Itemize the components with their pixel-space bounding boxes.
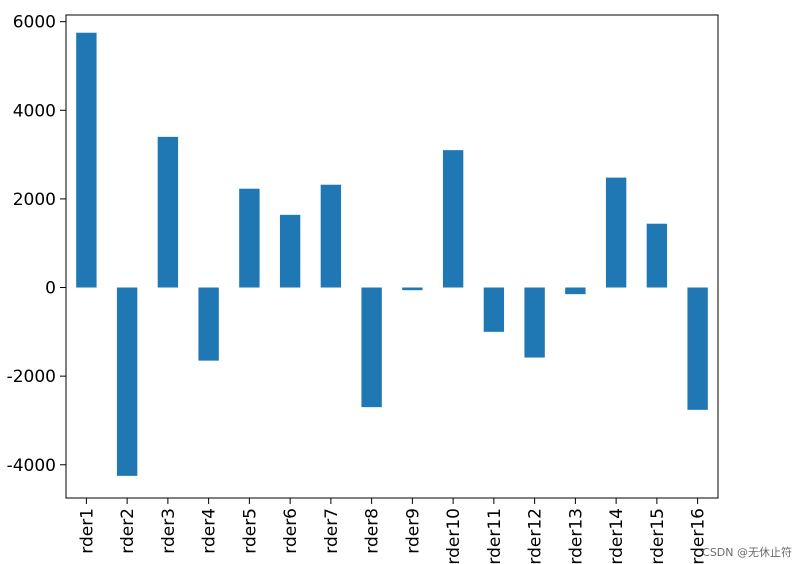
y-tick-label: 6000: [13, 13, 56, 33]
bar-rder3: [157, 136, 179, 288]
bar-rder11: [483, 287, 505, 332]
x-tick-label: rder1: [77, 508, 97, 554]
bar-rder9: [402, 287, 423, 291]
x-tick-label: rder4: [200, 508, 220, 554]
bar-rder14: [605, 177, 627, 288]
bar-rder4: [198, 287, 219, 361]
x-tick-label: rder7: [322, 508, 342, 554]
watermark-text: CSDN @无休止符: [702, 546, 792, 559]
bar-rder10: [442, 150, 464, 288]
x-axis-ticks: rder1 rder2 rder3 rder4 rder5 rder6 rder7 rder8…: [77, 498, 709, 564]
x-tick-label: rder3: [159, 508, 179, 554]
plot-frame: [65, 14, 719, 499]
bar-rder2: [116, 287, 138, 476]
y-axis-ticks: 6000 4000 2000 0 -2000 -4000: [7, 13, 66, 476]
y-tick-label: -4000: [7, 456, 56, 476]
y-tick-label: 2000: [13, 190, 56, 210]
x-tick-label: rder15: [648, 508, 668, 564]
bar-rder16: [687, 287, 708, 410]
bar-rder1: [76, 32, 97, 288]
x-tick-label: rder14: [607, 508, 627, 564]
bar-rder5: [239, 188, 260, 288]
bar-rder8: [361, 287, 382, 408]
watermark: CSDN @无休止符: [702, 544, 792, 560]
x-tick-label: rder9: [403, 508, 423, 554]
y-tick-label: 4000: [13, 101, 56, 121]
bar-rder15: [646, 223, 668, 288]
x-tick-label: rder12: [526, 508, 546, 564]
bar-rder12: [524, 287, 545, 358]
x-tick-label: rder13: [566, 508, 586, 564]
y-tick-label: 0: [45, 279, 56, 299]
x-tick-label: rder5: [240, 508, 260, 554]
x-tick-label: rder16: [689, 508, 709, 564]
x-tick-label: rder8: [363, 508, 383, 554]
x-tick-label: rder10: [444, 508, 464, 564]
bar-rder13: [565, 287, 586, 295]
x-tick-label: rder6: [281, 508, 301, 554]
y-tick-label: -2000: [7, 367, 56, 387]
x-tick-label: rder11: [485, 508, 505, 564]
bars-group: [76, 32, 708, 476]
bar-rder6: [279, 214, 301, 288]
x-tick-label: rder2: [118, 508, 138, 554]
bar-rder7: [320, 184, 342, 288]
